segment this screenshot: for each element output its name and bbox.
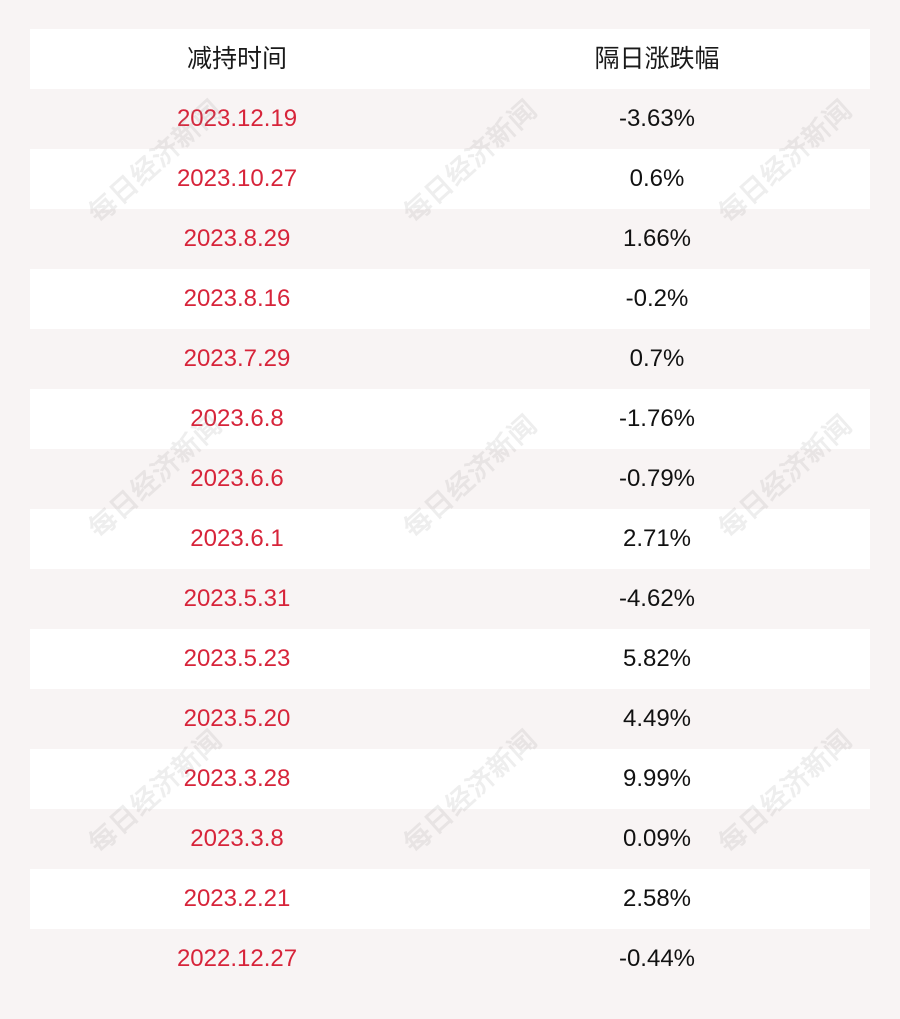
table-row: 2023.10.27 0.6%	[30, 149, 870, 209]
date-cell: 2023.6.1	[190, 525, 284, 552]
table-row: 2023.8.16 -0.2%	[30, 269, 870, 329]
date-cell: 2023.8.16	[183, 285, 291, 312]
table-row: 2023.8.29 1.66%	[30, 209, 870, 269]
table-row: 2023.5.20 4.49%	[30, 689, 870, 749]
date-cell: 2023.6.6	[190, 465, 284, 492]
change-cell: -0.44%	[618, 945, 696, 972]
change-cell: 5.82%	[622, 645, 692, 672]
date-cell: 2023.6.8	[190, 405, 284, 432]
change-cell: -4.62%	[618, 585, 696, 612]
change-cell: -0.2%	[625, 285, 689, 312]
date-cell: 2023.7.29	[183, 345, 291, 372]
change-cell: 0.09%	[622, 825, 692, 852]
table-row: 2023.6.8 -1.76%	[30, 389, 870, 449]
date-cell: 2023.10.27	[176, 165, 298, 192]
change-cell: 0.6%	[629, 165, 685, 192]
change-cell: 2.71%	[622, 525, 692, 552]
change-cell: -0.79%	[618, 465, 696, 492]
table-row: 2022.12.27 -0.44%	[30, 929, 870, 989]
table-header-row: 减持时间 隔日涨跌幅	[30, 29, 870, 89]
date-cell: 2023.5.20	[183, 705, 291, 732]
date-cell: 2023.3.8	[190, 825, 284, 852]
change-cell: 2.58%	[622, 885, 692, 912]
change-cell: 9.99%	[622, 765, 692, 792]
date-cell: 2023.3.28	[183, 765, 291, 792]
date-cell: 2023.5.31	[183, 585, 291, 612]
header-date: 减持时间	[186, 44, 287, 73]
table-row: 2023.6.1 2.71%	[30, 509, 870, 569]
header-change: 隔日涨跌幅	[594, 44, 720, 73]
data-table: 减持时间 隔日涨跌幅 2023.12.19 -3.63% 2023.10.27 0.6…	[30, 29, 870, 989]
table-row: 2023.3.28 9.99%	[30, 749, 870, 809]
date-cell: 2023.2.21	[183, 885, 291, 912]
change-cell: -1.76%	[618, 405, 696, 432]
change-cell: 0.7%	[629, 345, 685, 372]
date-cell: 2023.12.19	[176, 105, 298, 132]
table-row: 2023.7.29 0.7%	[30, 329, 870, 389]
table-row: 2023.12.19 -3.63%	[30, 89, 870, 149]
change-cell: 4.49%	[622, 705, 692, 732]
date-cell: 2023.8.29	[183, 225, 291, 252]
date-cell: 2023.5.23	[183, 645, 291, 672]
change-cell: -3.63%	[618, 105, 696, 132]
table-row: 2023.2.21 2.58%	[30, 869, 870, 929]
table-row: 2023.5.23 5.82%	[30, 629, 870, 689]
table-row: 2023.3.8 0.09%	[30, 809, 870, 869]
table-row: 2023.5.31 -4.62%	[30, 569, 870, 629]
change-cell: 1.66%	[622, 225, 692, 252]
date-cell: 2022.12.27	[176, 945, 298, 972]
table-body: 2023.12.19 -3.63% 2023.10.27 0.6% 2023.8.29 1…	[30, 89, 870, 989]
table-row: 2023.6.6 -0.79%	[30, 449, 870, 509]
